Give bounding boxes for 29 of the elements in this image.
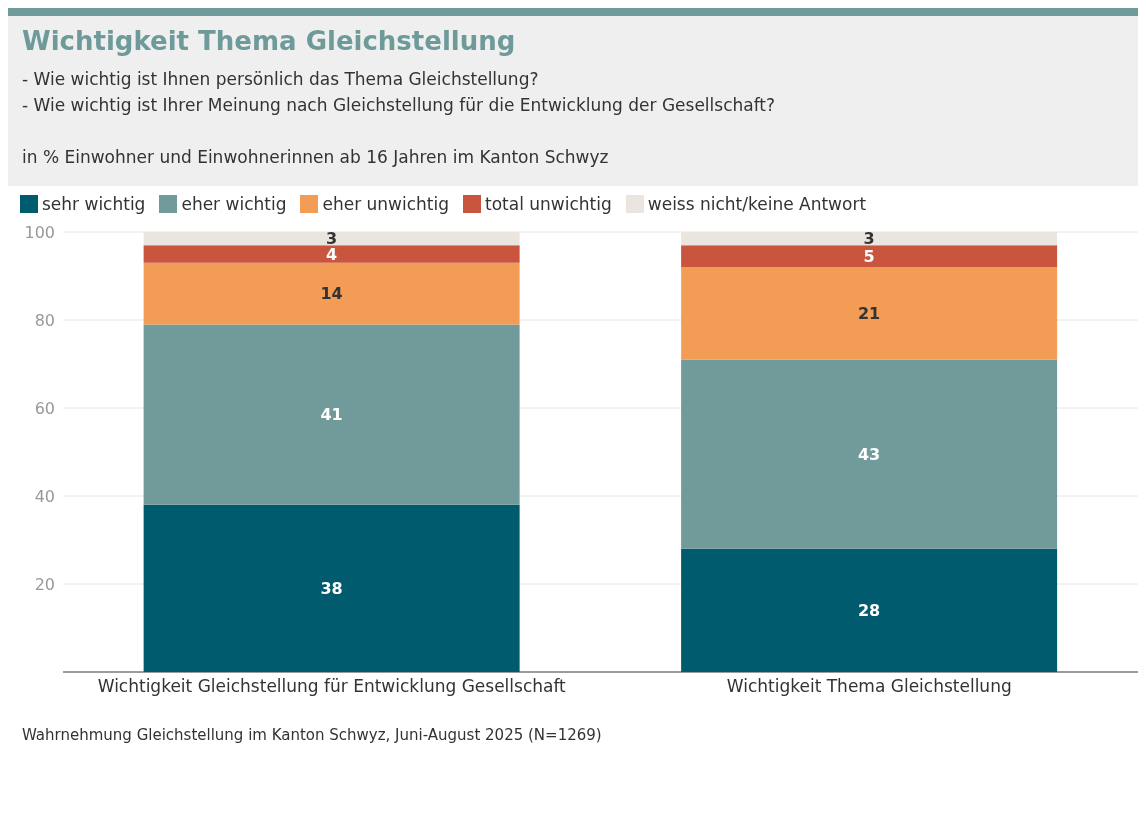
data-label: 14	[320, 284, 343, 304]
data-label: 43	[857, 444, 881, 464]
bar	[143, 324, 520, 505]
data-label: 5	[863, 246, 875, 266]
bar	[681, 267, 1058, 360]
legend-label: total unwichtig	[485, 194, 612, 214]
y-tick-label: 100	[24, 222, 55, 242]
legend-label: weiss nicht/keine Antwort	[647, 194, 867, 214]
bar	[681, 359, 1058, 549]
data-label: 3	[863, 229, 875, 249]
y-tick-label: 20	[34, 574, 55, 594]
data-label: 38	[320, 579, 343, 599]
bar	[143, 262, 520, 325]
legend-label: sehr wichtig	[42, 194, 146, 214]
bar	[143, 504, 520, 672]
y-tick-label: 40	[34, 486, 55, 506]
data-label: 41	[320, 405, 343, 425]
chart-title: Wichtigkeit Thema Gleichstellung	[22, 26, 517, 56]
legend-label: eher unwichtig	[322, 194, 449, 214]
bar	[681, 245, 1058, 268]
data-label: 28	[857, 601, 881, 621]
y-tick-label: 60	[34, 398, 55, 418]
bar	[681, 548, 1058, 672]
bar	[143, 245, 520, 263]
data-label: 21	[857, 304, 881, 324]
y-tick-label: 80	[34, 310, 55, 330]
text: Wahrnehmung Gleichstellung im Kanton Schwyz, Juni-August 2025 (N=1269)	[21, 725, 603, 746]
x-tick-label: Wichtigkeit Gleichstellung für Entwicklung Gesellschaft	[97, 676, 567, 697]
legend-label: eher wichtig	[181, 194, 287, 214]
